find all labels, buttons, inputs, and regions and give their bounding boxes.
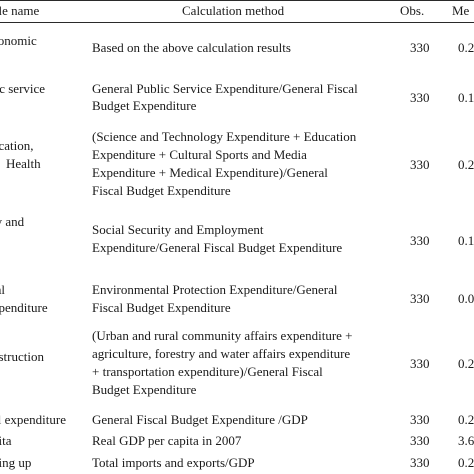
row-4-calc-line-0: Environmental Protection Expenditure/Gen… bbox=[92, 282, 338, 297]
header-variable-name: ble name bbox=[0, 3, 40, 18]
row-2-calc-line-2: Expenditure + Medical Expenditure)/Gener… bbox=[92, 165, 328, 180]
top-rule bbox=[0, 0, 474, 1]
row-4-mean: 0.0 bbox=[458, 291, 474, 306]
row-5-mean: 0.2 bbox=[458, 356, 474, 371]
row-2-calc-line-1: Expenditure + Cultural Sports and Media bbox=[92, 147, 307, 162]
row-2-name-line-0: ucation, bbox=[0, 138, 34, 153]
row-3-calc-line-1: Expenditure/General Fiscal Budget Expend… bbox=[92, 240, 343, 255]
row-0-mean: 0.2 bbox=[458, 40, 474, 55]
row-7-obs: 330 bbox=[410, 433, 430, 448]
row-5-calc-line-2: + transportation expenditure)/General Fi… bbox=[92, 364, 323, 379]
row-6-calc-line-0: General Fiscal Budget Expenditure /GDP bbox=[92, 412, 308, 427]
row-1-mean: 0.1 bbox=[458, 90, 474, 105]
row-8-mean: 0.2 bbox=[458, 455, 474, 470]
row-1-obs: 330 bbox=[410, 90, 430, 105]
row-4-name-line-0: tal bbox=[0, 282, 5, 297]
row-6-name-line-0: al expenditure bbox=[0, 412, 66, 427]
row-0-obs: 330 bbox=[410, 40, 430, 55]
row-6-obs: 330 bbox=[410, 412, 430, 427]
row-0-calc-line-0: Based on the above calculation results bbox=[92, 40, 291, 55]
row-7-calc-line-0: Real GDP per capita in 2007 bbox=[92, 433, 242, 448]
row-8-obs: 330 bbox=[410, 455, 430, 470]
row-5-name-line-0: nstruction bbox=[0, 349, 44, 364]
row-8-calc-line-0: Total imports and exports/GDP bbox=[92, 455, 255, 470]
row-2-calc-line-3: Fiscal Budget Expenditure bbox=[92, 183, 231, 198]
row-2-obs: 330 bbox=[410, 157, 430, 172]
header-mean: Me bbox=[452, 3, 470, 18]
row-3-name-line-1: t bbox=[0, 231, 87, 248]
row-3-calc-line-0: Social Security and Employment bbox=[92, 222, 264, 237]
row-1-calc-line-0: General Public Service Expenditure/Gener… bbox=[92, 81, 358, 96]
row-7-name-line-0: pita bbox=[0, 433, 12, 448]
row-4-name-line-1: xpenditure bbox=[0, 300, 48, 315]
row-5-calc-line-0: (Urban and rural community affairs expen… bbox=[92, 328, 353, 343]
row-5-calc-line-3: Budget Expenditure bbox=[92, 382, 197, 397]
row-2-name-line-1: Health bbox=[6, 156, 41, 171]
row-8-name-line-0: ning up bbox=[0, 455, 32, 470]
row-3-name-line-0: ty and bbox=[0, 214, 25, 229]
row-6-mean: 0.2 bbox=[458, 412, 474, 427]
row-5-calc-line-1: agriculture, forestry and water affairs … bbox=[92, 346, 351, 361]
header-rule bbox=[0, 22, 474, 23]
row-7-mean: 3.6 bbox=[458, 433, 474, 448]
row-5-obs: 330 bbox=[410, 356, 430, 371]
row-2-calc-line-0: (Science and Technology Expenditure + Ed… bbox=[92, 129, 357, 144]
row-4-obs: 330 bbox=[410, 291, 430, 306]
header-obs: Obs. bbox=[400, 3, 425, 18]
row-2-mean: 0.2 bbox=[458, 157, 474, 172]
row-4-calc-line-1: Fiscal Budget Expenditure bbox=[92, 300, 231, 315]
row-3-obs: 330 bbox=[410, 233, 430, 248]
row-1-calc-line-1: Budget Expenditure bbox=[92, 98, 197, 113]
header-calculation-method: Calculation method bbox=[182, 3, 285, 18]
row-3-mean: 0.1 bbox=[458, 233, 474, 248]
row-1-name-line-0: lic service bbox=[0, 81, 46, 96]
row-0-name-line-0: conomic bbox=[0, 33, 37, 48]
row-0-name-line-1: t bbox=[0, 48, 87, 65]
